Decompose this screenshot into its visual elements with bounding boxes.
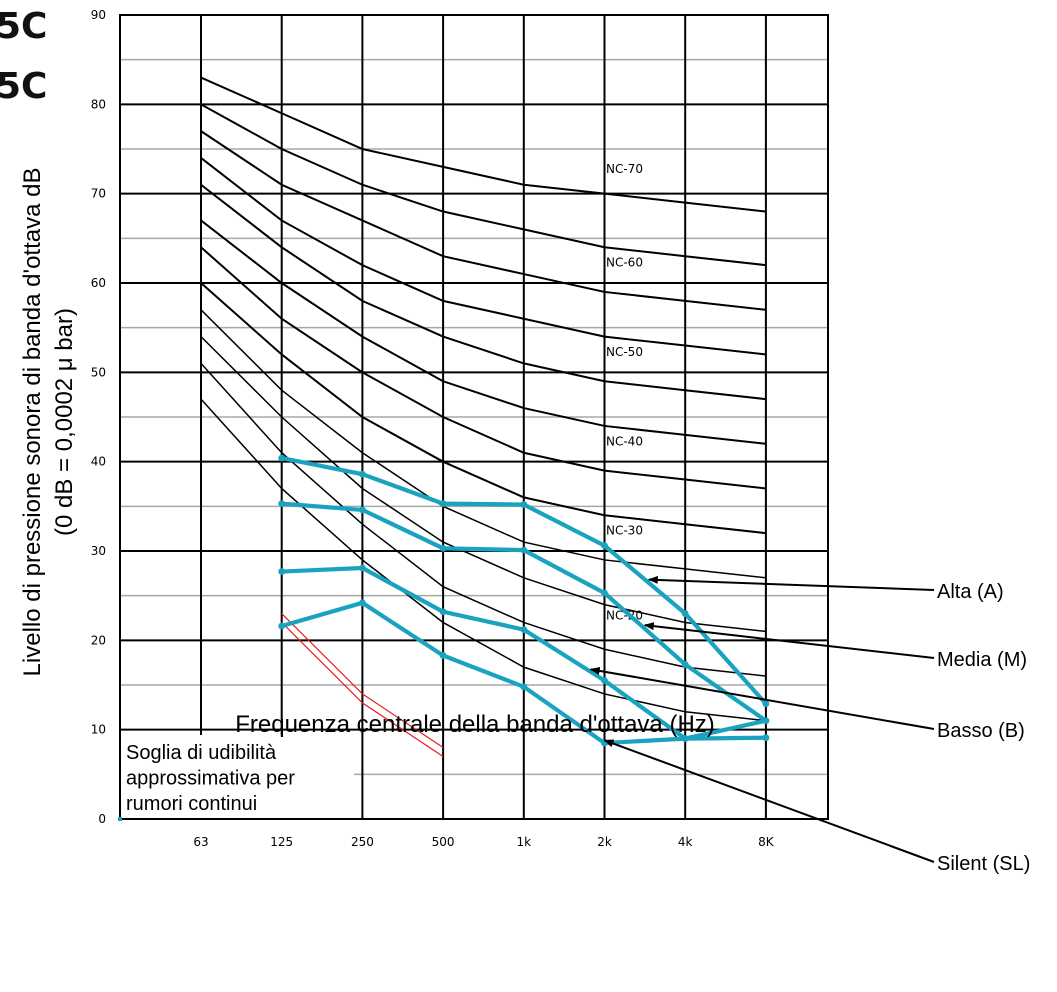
nc-curve <box>200 130 767 311</box>
nc-curve <box>200 309 766 579</box>
series-point <box>681 735 689 742</box>
series-point <box>762 700 770 708</box>
nc-curve <box>200 362 766 677</box>
legend-label: Media (M) <box>937 649 1027 671</box>
series-point <box>278 568 286 575</box>
threshold-label: approssimativa per <box>126 768 295 790</box>
nc-curve <box>200 103 767 267</box>
y-axis-label-line1: Livello di pressione sonora di banda d'o… <box>19 168 46 677</box>
x-tick-label: 8K <box>758 835 775 849</box>
nc-curve <box>200 246 767 490</box>
threshold-line <box>281 613 444 749</box>
series-point <box>359 470 366 478</box>
threshold-curve: Soglia di udibilità approssimativa per rum… <box>121 613 444 818</box>
threshold-label: Soglia di udibilità <box>126 742 277 764</box>
legend-leader <box>647 575 935 591</box>
nc-curve-label: NC-40 <box>606 434 643 448</box>
x-tick-label: 63 <box>193 835 208 849</box>
nc-curve <box>200 219 767 445</box>
series-point <box>278 622 286 630</box>
y-tick-label: 40 <box>91 455 106 469</box>
nc-curve-label: NC-60 <box>606 256 643 270</box>
y-tick-label: 50 <box>91 365 106 379</box>
series-point <box>359 564 366 572</box>
series-point <box>520 626 528 634</box>
y-axis-label-line2: (0 dB = 0,0002 μ bar) <box>51 308 78 536</box>
series-point <box>601 542 608 550</box>
y-tick-label: 0 <box>98 812 106 826</box>
series-point <box>681 610 689 617</box>
series-point <box>439 500 447 508</box>
x-tick-label: 2k <box>597 835 612 849</box>
series-point <box>762 734 770 742</box>
threshold-label-box <box>121 735 354 818</box>
origin-marker <box>118 817 122 821</box>
nc-curve-label: NC-30 <box>606 524 643 538</box>
x-tick-label: 1k <box>517 835 532 849</box>
x-tick-label: 500 <box>432 835 455 849</box>
y-tick-label: 80 <box>91 97 106 111</box>
series-point <box>520 683 528 691</box>
title-fragment-2: 5C <box>0 66 48 107</box>
plot-frame <box>119 14 829 820</box>
nc-curve <box>200 183 767 401</box>
legend-label: Silent (SL) <box>937 853 1030 875</box>
title-fragment-1: 5C <box>0 6 48 47</box>
series-point <box>278 500 286 508</box>
nc-curve <box>200 398 766 722</box>
legend-label: Basso (B) <box>937 720 1025 742</box>
x-tick-label: 4k <box>678 835 693 849</box>
y-tick-label: 60 <box>91 276 106 290</box>
y-tick-label: 20 <box>91 633 106 647</box>
nc-curve <box>200 282 767 535</box>
x-tick-label: 125 <box>270 835 293 849</box>
series-point <box>359 506 366 514</box>
axis-labels: Frequenza centrale della banda d'ottava … <box>19 168 715 738</box>
series-point <box>520 501 528 508</box>
threshold-label: rumori continui <box>126 793 257 815</box>
series-point <box>439 608 447 616</box>
nc-curve-label: NC-70 <box>606 162 643 176</box>
y-tick-label: 10 <box>91 723 106 737</box>
series-point <box>359 599 366 607</box>
nc-curve <box>200 336 766 633</box>
legend-leader <box>589 666 935 730</box>
legend: Alta (A) Media (M) Basso (B) Silent (SL) <box>589 575 1030 875</box>
series-point <box>601 677 608 684</box>
legend-leader <box>643 622 935 659</box>
x-tick-label: 250 <box>351 835 374 849</box>
nc-curve <box>200 76 767 213</box>
series-point <box>439 652 447 659</box>
nc-curve-label: NC-50 <box>606 345 643 359</box>
series-lines <box>118 454 770 821</box>
series-point <box>762 717 770 725</box>
series-point <box>681 661 689 668</box>
threshold-line <box>281 622 444 757</box>
y-tick-label: 30 <box>91 544 106 558</box>
y-tick-label: 90 <box>91 8 106 22</box>
series-point <box>601 589 608 597</box>
nc-curve <box>200 157 767 356</box>
legend-label: Alta (A) <box>937 581 1004 603</box>
legend-leader <box>603 739 935 863</box>
x-axis-label: Frequenza centrale della banda d'ottava … <box>235 711 715 738</box>
series-point <box>520 546 528 554</box>
y-tick-label: 70 <box>91 187 106 201</box>
series-point <box>278 454 286 462</box>
series-point <box>439 544 447 552</box>
